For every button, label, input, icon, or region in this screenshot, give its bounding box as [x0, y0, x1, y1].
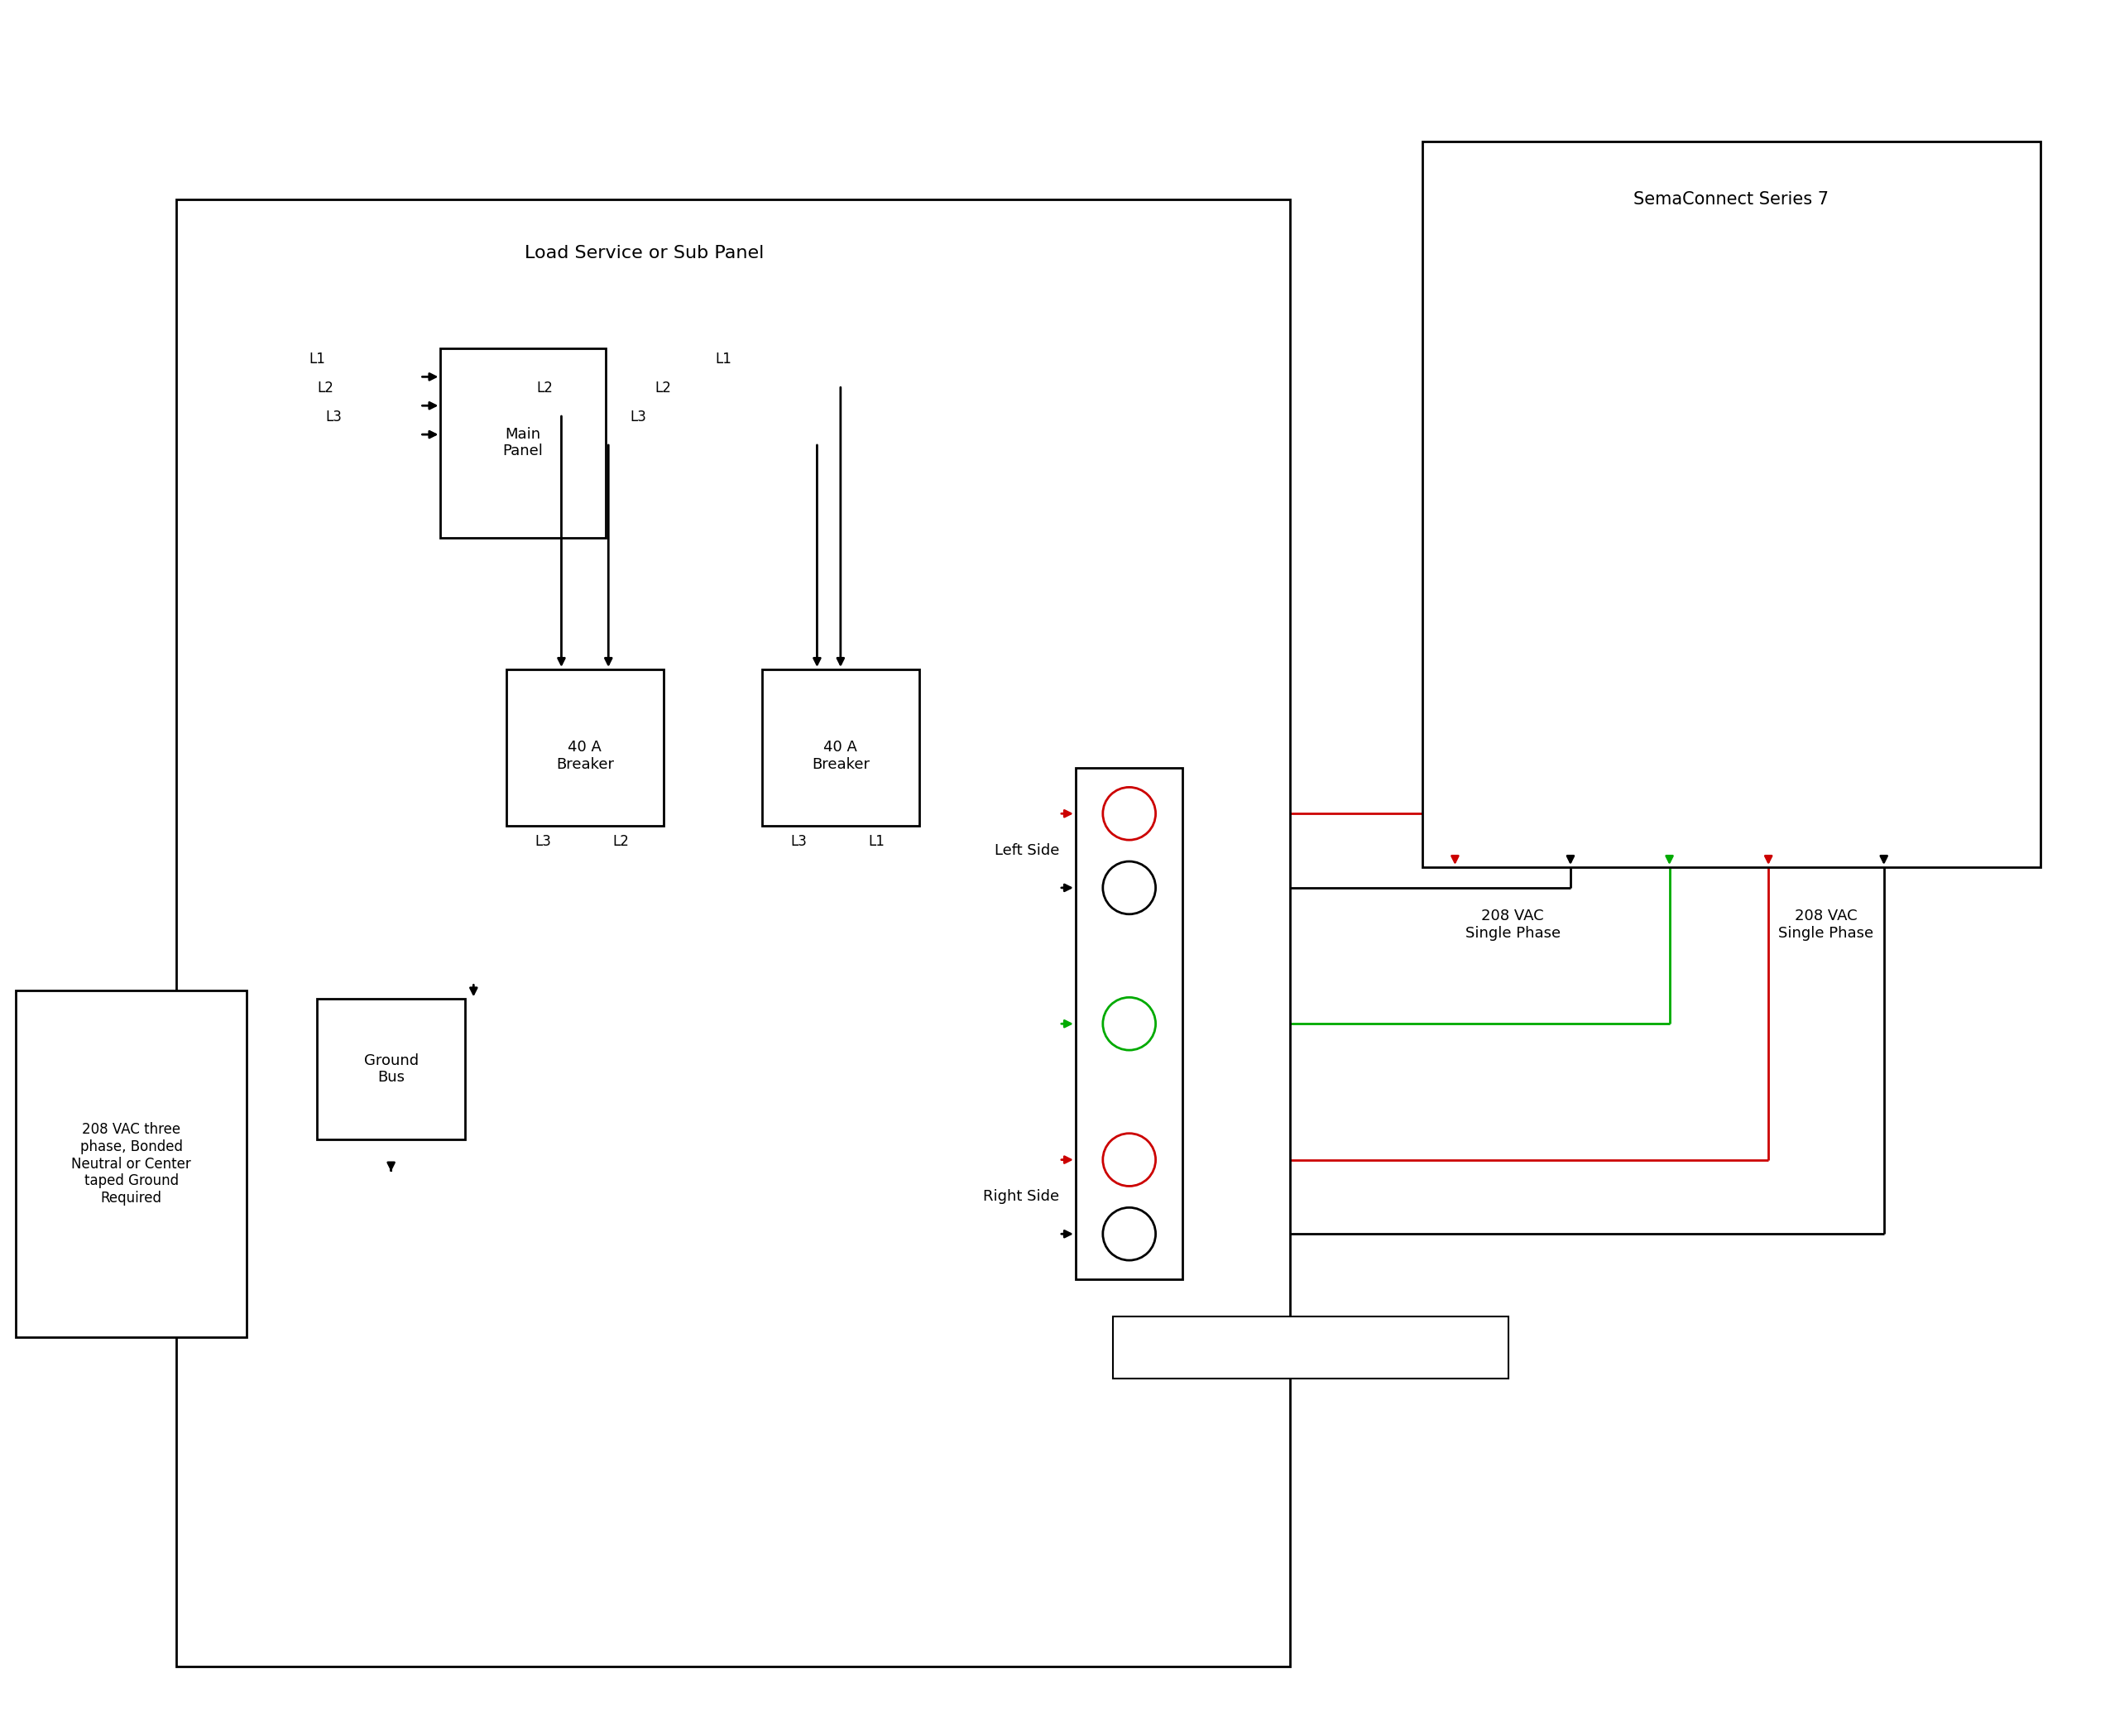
- Circle shape: [1104, 861, 1156, 915]
- Text: 40 A
Breaker: 40 A Breaker: [555, 740, 614, 773]
- Bar: [441, 347, 606, 538]
- Circle shape: [1104, 998, 1156, 1050]
- Text: L3: L3: [791, 835, 808, 849]
- Text: 40 A
Breaker: 40 A Breaker: [812, 740, 869, 773]
- Circle shape: [1104, 1134, 1156, 1186]
- Text: Main
Panel: Main Panel: [502, 427, 542, 458]
- Text: Use wire nuts for joining wires: Use wire nuts for joining wires: [1198, 1316, 1424, 1332]
- Text: Right Side: Right Side: [983, 1189, 1059, 1205]
- Text: 208 VAC
Single Phase: 208 VAC Single Phase: [1779, 908, 1874, 941]
- Circle shape: [1104, 786, 1156, 840]
- Text: SemaConnect Series 7: SemaConnect Series 7: [1633, 191, 1829, 208]
- Text: Load Service or Sub Panel: Load Service or Sub Panel: [525, 245, 764, 262]
- Text: L2: L2: [654, 380, 671, 396]
- Text: L1: L1: [308, 352, 325, 366]
- Text: L2: L2: [612, 835, 629, 849]
- Bar: [177, 200, 1289, 1667]
- Text: 208 VAC three
phase, Bonded
Neutral or Center
taped Ground
Required: 208 VAC three phase, Bonded Neutral or C…: [72, 1121, 192, 1207]
- Text: L3: L3: [536, 835, 551, 849]
- Bar: [316, 998, 466, 1139]
- Text: L3: L3: [325, 410, 342, 425]
- Bar: [1112, 1316, 1509, 1378]
- Bar: [506, 670, 663, 826]
- Text: L1: L1: [867, 835, 884, 849]
- Text: L2: L2: [316, 380, 333, 396]
- Text: Left Side: Left Side: [994, 844, 1059, 858]
- Text: Ground
Bus: Ground Bus: [363, 1054, 418, 1085]
- Bar: [762, 670, 920, 826]
- Text: L2: L2: [536, 380, 553, 396]
- Text: L1: L1: [715, 352, 732, 366]
- Bar: [1422, 142, 2040, 868]
- Text: 208 VAC
Single Phase: 208 VAC Single Phase: [1464, 908, 1561, 941]
- Bar: [1076, 769, 1184, 1279]
- Circle shape: [1104, 1208, 1156, 1260]
- Text: L3: L3: [631, 410, 648, 425]
- Bar: [15, 991, 247, 1337]
